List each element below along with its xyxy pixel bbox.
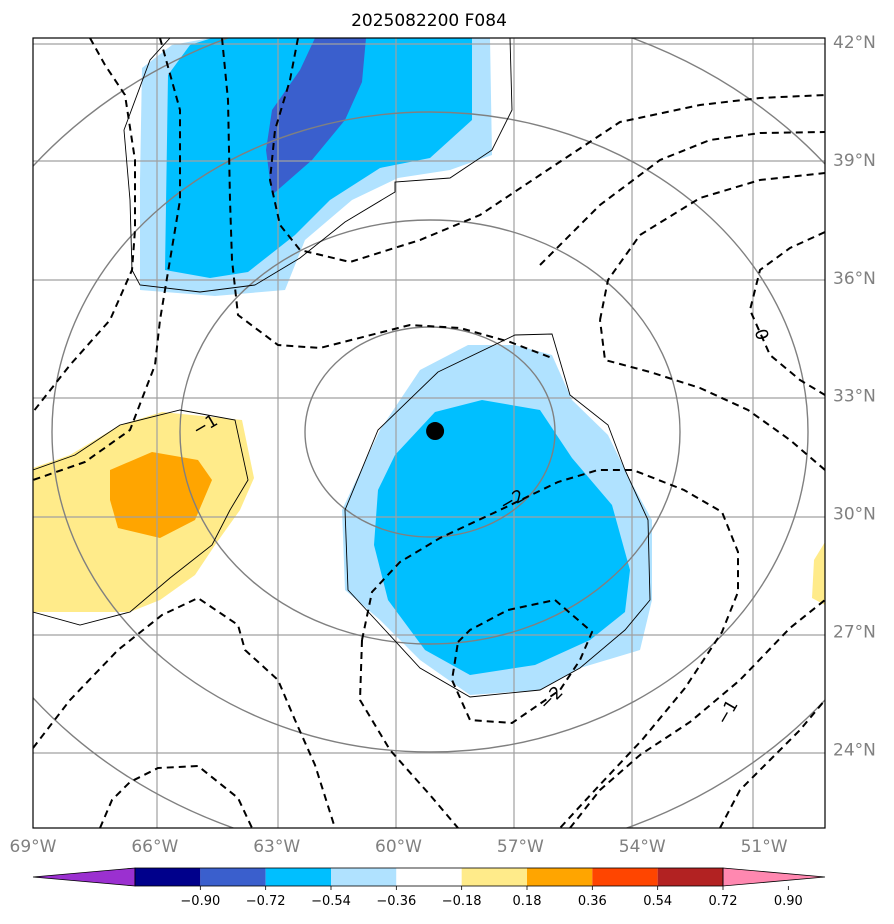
lon-tick-label: 54°W (619, 837, 666, 857)
colorbar-level-label: 0.72 (709, 894, 738, 909)
longitude-tick-labels: 69°W 66°W 63°W 60°W 57°W 54°W 51°W (10, 837, 788, 857)
colorbar-extend-low (32, 867, 136, 887)
shade-dark-blue-north (266, 38, 366, 195)
colorbar-segment (461, 868, 527, 886)
colorbar-level-label: −0.18 (442, 894, 482, 909)
colorbar (32, 867, 826, 887)
colorbar-extend-high (722, 867, 826, 887)
colorbar-level-label: 0.90 (774, 894, 803, 909)
thin-outlines (33, 38, 651, 698)
shade-blue-center (374, 400, 630, 675)
colorbar-segment (265, 868, 331, 886)
colorbar-frame (134, 867, 724, 887)
map-area: 0 −1 −2 −2 −1 (33, 38, 825, 828)
shade-yellow-east (812, 542, 825, 605)
lon-tick-label: 60°W (375, 837, 422, 857)
colorbar-segment (657, 868, 723, 886)
dashed-contours (33, 38, 825, 828)
lat-tick-label: 24°N (833, 740, 876, 760)
shade-blue-north (165, 38, 472, 278)
colorbar-level-label: −0.90 (180, 894, 220, 909)
colorbar-level-label: 0.54 (643, 894, 672, 909)
lat-tick-label: 33°N (833, 387, 876, 407)
chart-title: 2025082200 F084 (351, 11, 507, 31)
lon-tick-label: 66°W (131, 837, 178, 857)
lon-tick-label: 57°W (497, 837, 544, 857)
graticule (33, 38, 825, 828)
lon-tick-label: 69°W (10, 837, 57, 857)
colorbar-level-label: −0.36 (376, 894, 416, 909)
colorbar-segment (331, 868, 397, 886)
colorbar-segment (396, 868, 462, 886)
colorbar-segment (592, 868, 658, 886)
colorbar-segment (135, 868, 201, 886)
colorbar-level-label: 0.36 (578, 894, 607, 909)
colorbar-segment (200, 868, 266, 886)
colorbar-tick-labels: −0.90 −0.72 −0.54 −0.36 −0.18 0.18 0.36 0.54 0.7… (180, 886, 803, 909)
lon-tick-label: 51°W (741, 837, 788, 857)
lat-tick-label: 27°N (833, 622, 876, 642)
map-frame (32, 37, 826, 829)
storm-center-marker (426, 422, 445, 441)
colorbar-level-label: −0.54 (311, 894, 351, 909)
lon-tick-label: 63°W (253, 837, 300, 857)
lat-tick-label: 30°N (833, 505, 876, 525)
lat-tick-label: 39°N (833, 151, 876, 171)
lat-tick-label: 36°N (833, 269, 876, 289)
latitude-tick-labels: 42°N 39°N 36°N 33°N 30°N 27°N 24°N (833, 33, 876, 760)
colorbar-segment (527, 868, 593, 886)
colorbar-level-label: 0.18 (513, 894, 542, 909)
colorbar-level-label: −0.72 (246, 894, 286, 909)
contour-label-0: 0 (750, 327, 772, 343)
lat-tick-label: 42°N (833, 33, 876, 53)
